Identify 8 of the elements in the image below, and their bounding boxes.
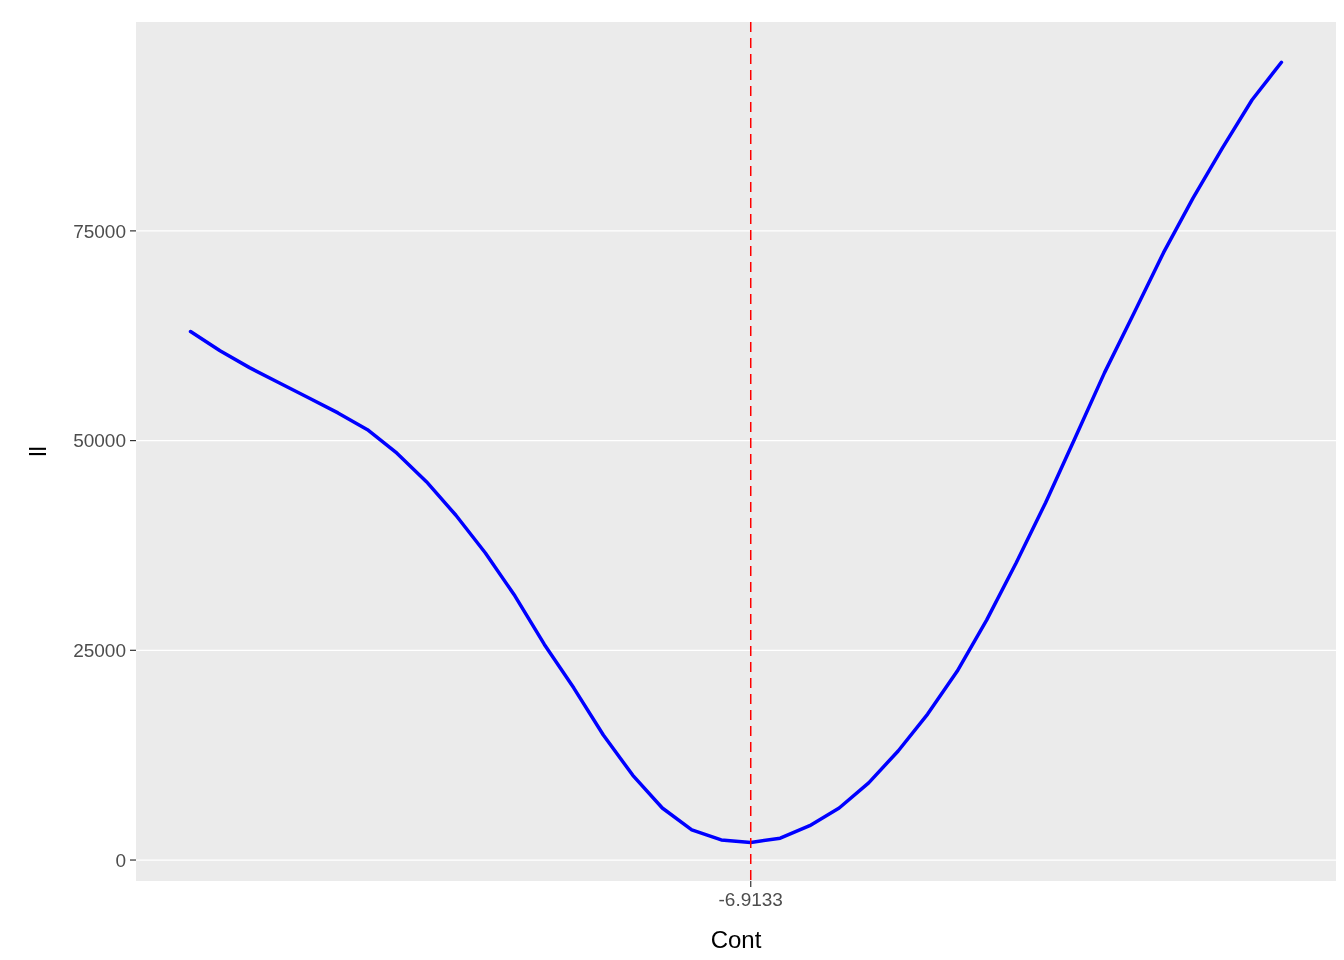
y-tick-label: 0 bbox=[115, 849, 126, 871]
x-tick-label: -6.9133 bbox=[718, 889, 783, 910]
y-tick-label: 75000 bbox=[73, 220, 126, 242]
y-axis-title: ll bbox=[24, 446, 51, 457]
y-tick-label: 50000 bbox=[73, 430, 126, 452]
x-axis-title: Cont bbox=[710, 926, 762, 953]
y-tick-label: 25000 bbox=[73, 639, 126, 661]
line-series bbox=[188, 60, 1284, 845]
